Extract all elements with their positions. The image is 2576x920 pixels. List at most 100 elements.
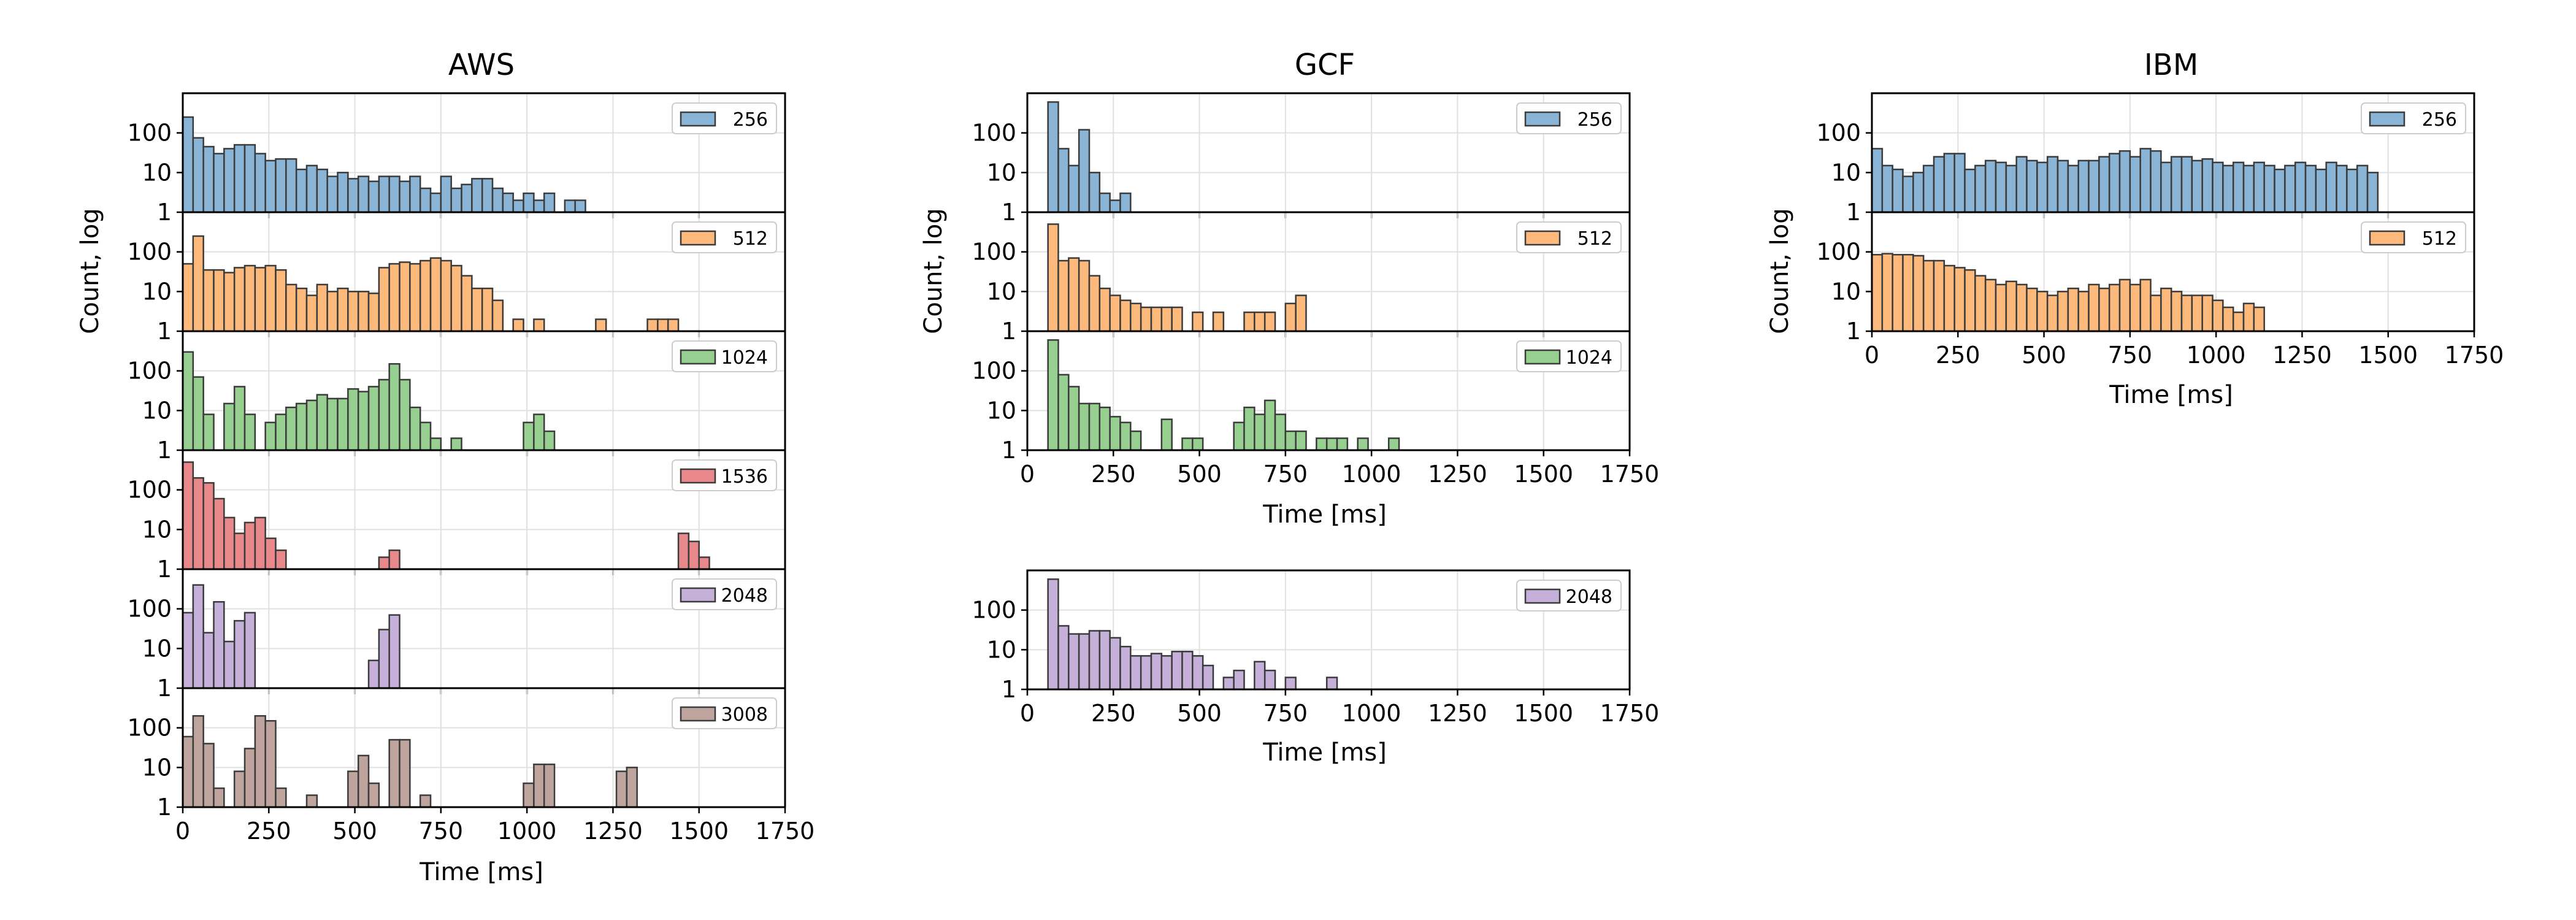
- histogram-bar: [1171, 306, 1183, 332]
- histogram-bar: [471, 178, 483, 213]
- histogram-bar: [2139, 148, 2152, 213]
- histogram-bar: [1088, 402, 1101, 451]
- x-tick-label: 0: [1020, 461, 1035, 488]
- histogram-bar: [2180, 156, 2193, 213]
- histogram-bar: [1068, 257, 1080, 332]
- subplot-aws-3008: 1 10 100 3008 0 250 500 750 1000 1250 1500 1750: [127, 687, 815, 845]
- y-tick-label: 10: [1831, 159, 1861, 186]
- y-tick-label: 10: [987, 636, 1016, 663]
- axes-frame: [1026, 569, 1631, 691]
- histogram-bar: [2304, 164, 2317, 213]
- histogram-bar: [305, 294, 318, 332]
- histogram-bar: [347, 388, 359, 451]
- histogram-bar: [295, 168, 308, 213]
- histogram-bar: [264, 159, 277, 213]
- histogram-bar: [347, 291, 359, 332]
- histogram-bar: [1881, 253, 1893, 332]
- y-tick-label: 10: [987, 159, 1016, 186]
- x-tick-label: 250: [247, 818, 291, 845]
- x-tick-label: 750: [419, 818, 464, 845]
- histogram-bar: [202, 145, 215, 213]
- y-tick-label: 100: [1816, 120, 1861, 147]
- histogram-bar: [1078, 259, 1091, 332]
- histogram-bar: [2232, 161, 2245, 213]
- subplot-gcf-1024: 1 10 100 1024 0 250 500 750 1000 1250 1500 1750: [972, 330, 1659, 488]
- histogram-bar: [2222, 306, 2234, 332]
- histogram-bar: [1119, 299, 1132, 332]
- histogram-bar: [1150, 306, 1163, 332]
- x-tick-label: 1250: [1428, 700, 1487, 727]
- histogram-bar: [2160, 287, 2172, 332]
- histogram-bar: [233, 770, 246, 808]
- histogram-bar: [1964, 269, 1976, 332]
- histogram-bar: [1263, 399, 1276, 451]
- y-tick-label: 100: [127, 477, 172, 504]
- y-tick-label: 1: [157, 199, 172, 226]
- histogram-bar: [1109, 416, 1121, 451]
- histogram-bar: [1243, 406, 1255, 451]
- histogram-bar: [2108, 153, 2121, 213]
- legend-swatch: [1524, 588, 1561, 604]
- x-tick-label: 1250: [583, 818, 643, 845]
- histogram-bar: [223, 402, 236, 451]
- legend-swatch: [680, 587, 716, 603]
- histogram-bar: [275, 158, 287, 213]
- histogram-bar: [1068, 386, 1080, 451]
- histogram-bar: [1171, 651, 1183, 691]
- histogram-bar: [264, 421, 277, 451]
- histogram-bar: [1140, 655, 1152, 691]
- histogram-bar: [2098, 156, 2110, 213]
- histogram-bar: [1119, 192, 1132, 213]
- histogram-bar: [677, 532, 690, 570]
- histogram-bar: [1995, 161, 2007, 213]
- y-tick-label: 1: [157, 556, 172, 583]
- histogram-bar: [1953, 267, 1966, 332]
- histogram-bar: [2253, 161, 2265, 213]
- y-tick-label: 1: [157, 794, 172, 821]
- y-tick-label: 10: [987, 278, 1016, 305]
- histogram-bar: [1325, 437, 1338, 451]
- histogram-bar: [2294, 161, 2307, 213]
- subplot-ibm-512: 1 10 100 512 0 250 500 750 1000 1250 1500 1750: [1816, 211, 2504, 369]
- histogram-bar: [657, 318, 669, 332]
- histogram-bar: [285, 283, 297, 332]
- histogram-bar: [1098, 630, 1111, 691]
- x-tick-label: 0: [175, 818, 190, 845]
- legend-label: 2048: [721, 585, 768, 607]
- legend-label: 256: [2422, 109, 2457, 131]
- histogram-bar: [1922, 164, 1935, 213]
- histogram-bar: [2077, 159, 2090, 213]
- legend-swatch: [1524, 230, 1561, 246]
- histogram-bar: [316, 394, 328, 451]
- histogram-bar: [1150, 653, 1163, 691]
- histogram-bar: [399, 738, 411, 808]
- x-tick-label: 750: [2108, 342, 2153, 369]
- x-tick-label: 0: [1865, 342, 1879, 369]
- y-tick-label: 10: [142, 278, 172, 305]
- histogram-bar: [1109, 294, 1121, 332]
- histogram-bar: [202, 413, 215, 451]
- histogram-bar: [305, 399, 318, 451]
- histogram-bar: [1254, 661, 1266, 691]
- panel-title-aws: AWS: [448, 48, 515, 82]
- histogram-bar: [378, 556, 390, 570]
- histogram-bar: [326, 397, 339, 451]
- legend-swatch: [2369, 230, 2405, 246]
- histogram-bar: [378, 629, 390, 689]
- histogram-bar: [2057, 291, 2069, 332]
- histogram-bar: [533, 199, 545, 213]
- histogram-bar: [419, 187, 432, 213]
- histogram-bar: [388, 175, 401, 213]
- histogram-bar: [1243, 311, 1255, 332]
- histogram-bar: [213, 787, 225, 808]
- histogram-bar: [233, 144, 246, 213]
- histogram-bar: [1964, 168, 1976, 213]
- histogram-bar: [1881, 164, 1893, 213]
- histogram-bar: [1254, 413, 1266, 451]
- subplot-aws-256: 1 10 100 256: [127, 92, 786, 226]
- histogram-bar: [2253, 306, 2265, 332]
- histogram-bar: [2005, 280, 2017, 332]
- histogram-bar: [182, 461, 194, 570]
- histogram-bar: [337, 172, 349, 213]
- histogram-bar: [1336, 437, 1349, 451]
